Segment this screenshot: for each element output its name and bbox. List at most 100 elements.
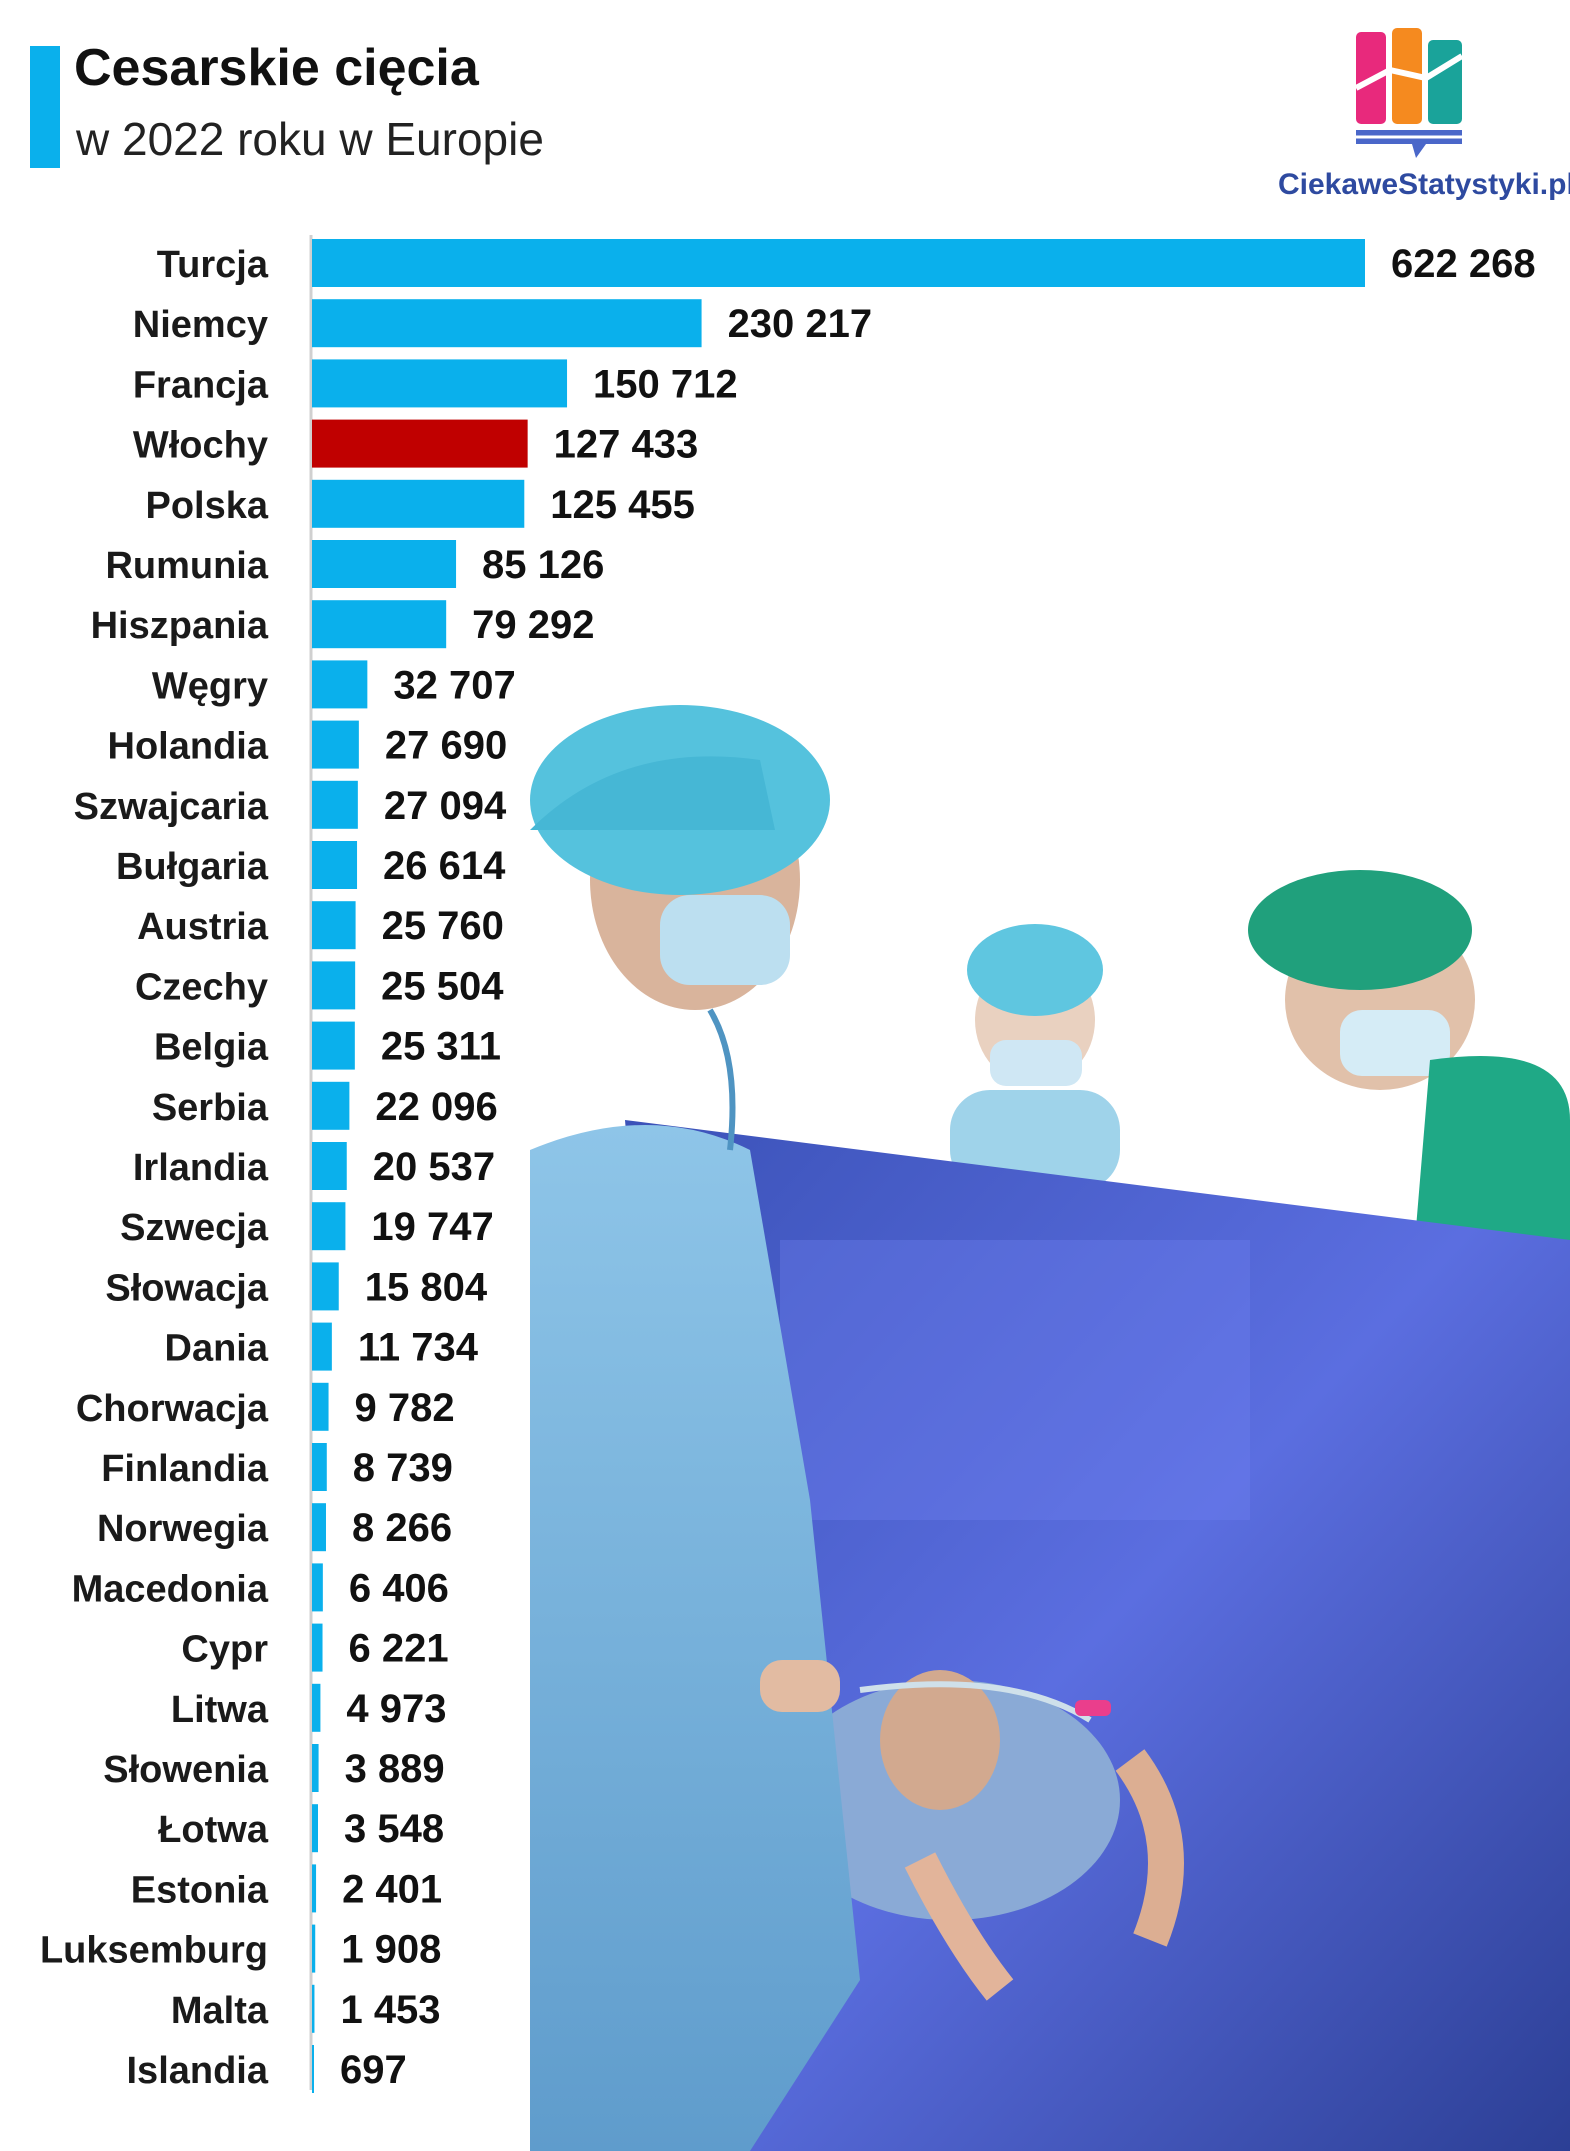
category-label-hiszpania: Hiszpania <box>91 605 269 647</box>
category-label-bułgaria: Bułgaria <box>116 846 269 888</box>
bar-polska <box>312 479 525 528</box>
category-label-węgry: Węgry <box>152 665 268 707</box>
category-label-czechy: Czechy <box>135 966 268 1008</box>
bar-węgry <box>312 660 368 709</box>
bar-austria <box>312 901 356 950</box>
bar-włochy <box>312 419 528 468</box>
category-label-włochy: Włochy <box>133 425 268 467</box>
category-label-malta: Malta <box>171 1990 269 2032</box>
value-label-bułgaria: 26 614 <box>383 844 506 888</box>
value-label-chorwacja: 9 782 <box>355 1386 455 1430</box>
value-label-malta: 1 453 <box>340 1988 440 2032</box>
bar-finlandia <box>312 1443 327 1491</box>
value-label-luksemburg: 1 908 <box>341 1928 441 1972</box>
logo-speech-base <box>1356 130 1462 158</box>
category-label-łotwa: Łotwa <box>158 1809 269 1851</box>
value-label-cypr: 6 221 <box>349 1627 449 1671</box>
bar-irlandia <box>312 1142 347 1190</box>
category-label-dania: Dania <box>165 1328 269 1370</box>
brand-name: CiekaweStatystyki.pl <box>1278 168 1570 201</box>
value-label-rumunia: 85 126 <box>482 543 604 587</box>
value-label-szwajcaria: 27 094 <box>384 784 507 828</box>
bar-estonia <box>312 1864 317 1913</box>
category-label-turcja: Turcja <box>157 244 269 286</box>
value-label-holandia: 27 690 <box>385 724 507 768</box>
bar-czechy <box>312 961 356 1010</box>
category-label-szwecja: Szwecja <box>120 1207 269 1249</box>
value-label-łotwa: 3 548 <box>344 1807 444 1851</box>
title-accent-bar <box>30 46 60 168</box>
bar-bułgaria <box>312 841 358 889</box>
value-label-francja: 150 712 <box>593 362 738 406</box>
bar-chart-logo-icon <box>1354 28 1464 158</box>
category-label-litwa: Litwa <box>171 1689 269 1731</box>
bar-chorwacja <box>312 1382 329 1431</box>
category-label-słowenia: Słowenia <box>103 1749 269 1791</box>
bar-litwa <box>312 1683 321 1732</box>
category-label-serbia: Serbia <box>152 1087 269 1129</box>
bars-group: Turcja 622 268 Niemcy 230 217 Francja 150 712… <box>40 239 1536 2093</box>
value-label-austria: 25 760 <box>382 904 504 948</box>
bar-macedonia <box>312 1563 323 1612</box>
category-label-niemcy: Niemcy <box>133 304 268 346</box>
value-label-polska: 125 455 <box>550 483 695 527</box>
category-label-szwajcaria: Szwajcaria <box>74 786 269 828</box>
bar-islandia <box>312 2045 314 2093</box>
category-label-irlandia: Irlandia <box>133 1147 269 1189</box>
category-label-estonia: Estonia <box>131 1869 269 1911</box>
value-label-norwegia: 8 266 <box>352 1506 452 1550</box>
value-label-estonia: 2 401 <box>342 1867 442 1911</box>
bar-cypr <box>312 1623 323 1672</box>
category-label-holandia: Holandia <box>108 726 269 768</box>
chart-title: Cesarskie cięcia <box>74 39 479 97</box>
bar-dania <box>312 1322 332 1371</box>
value-label-litwa: 4 973 <box>346 1687 446 1731</box>
category-label-francja: Francja <box>133 364 269 406</box>
category-label-polska: Polska <box>145 485 268 527</box>
bar-niemcy <box>312 299 702 348</box>
bar-holandia <box>312 720 359 769</box>
value-label-serbia: 22 096 <box>375 1085 497 1129</box>
value-label-turcja: 622 268 <box>1391 242 1536 286</box>
category-label-belgia: Belgia <box>154 1027 269 1069</box>
value-label-węgry: 32 707 <box>393 663 515 707</box>
bar-słowacja <box>312 1262 339 1311</box>
value-label-niemcy: 230 217 <box>728 302 873 346</box>
surgeons-operating-photo <box>530 705 1570 2151</box>
bar-norwegia <box>312 1503 326 1552</box>
logo-trend-line <box>1354 53 1464 91</box>
bar-rumunia <box>312 540 457 588</box>
value-label-hiszpania: 79 292 <box>472 603 594 647</box>
bar-chart: Turcja 622 268 Niemcy 230 217 Francja 150 712… <box>40 235 1536 2093</box>
bar-luksemburg <box>312 1924 316 1973</box>
bar-hiszpania <box>312 600 447 649</box>
category-label-chorwacja: Chorwacja <box>76 1388 269 1430</box>
value-label-czechy: 25 504 <box>381 964 504 1008</box>
category-label-luksemburg: Luksemburg <box>40 1930 268 1972</box>
bar-francja <box>312 359 568 408</box>
category-label-islandia: Islandia <box>127 2050 269 2092</box>
bar-szwecja <box>312 1202 346 1251</box>
category-label-cypr: Cypr <box>181 1629 268 1671</box>
value-label-finlandia: 8 739 <box>353 1446 453 1490</box>
bar-turcja <box>312 239 1365 287</box>
value-label-słowenia: 3 889 <box>345 1747 445 1791</box>
value-label-słowacja: 15 804 <box>365 1265 488 1309</box>
value-label-irlandia: 20 537 <box>373 1145 495 1189</box>
category-label-finlandia: Finlandia <box>101 1448 269 1490</box>
bar-szwajcaria <box>312 780 358 829</box>
category-label-macedonia: Macedonia <box>72 1568 269 1610</box>
category-label-austria: Austria <box>137 906 269 948</box>
bar-malta <box>312 1984 315 2033</box>
category-label-norwegia: Norwegia <box>97 1508 269 1550</box>
bar-belgia <box>312 1021 355 1070</box>
bar-łotwa <box>312 1804 319 1853</box>
category-label-rumunia: Rumunia <box>105 545 268 587</box>
logo-bar-teal <box>1428 40 1462 124</box>
value-label-islandia: 697 <box>340 2048 407 2092</box>
value-label-macedonia: 6 406 <box>349 1566 449 1610</box>
bar-serbia <box>312 1081 350 1130</box>
value-label-szwecja: 19 747 <box>371 1205 493 1249</box>
value-label-belgia: 25 311 <box>381 1025 501 1069</box>
value-label-włochy: 127 433 <box>554 423 699 467</box>
